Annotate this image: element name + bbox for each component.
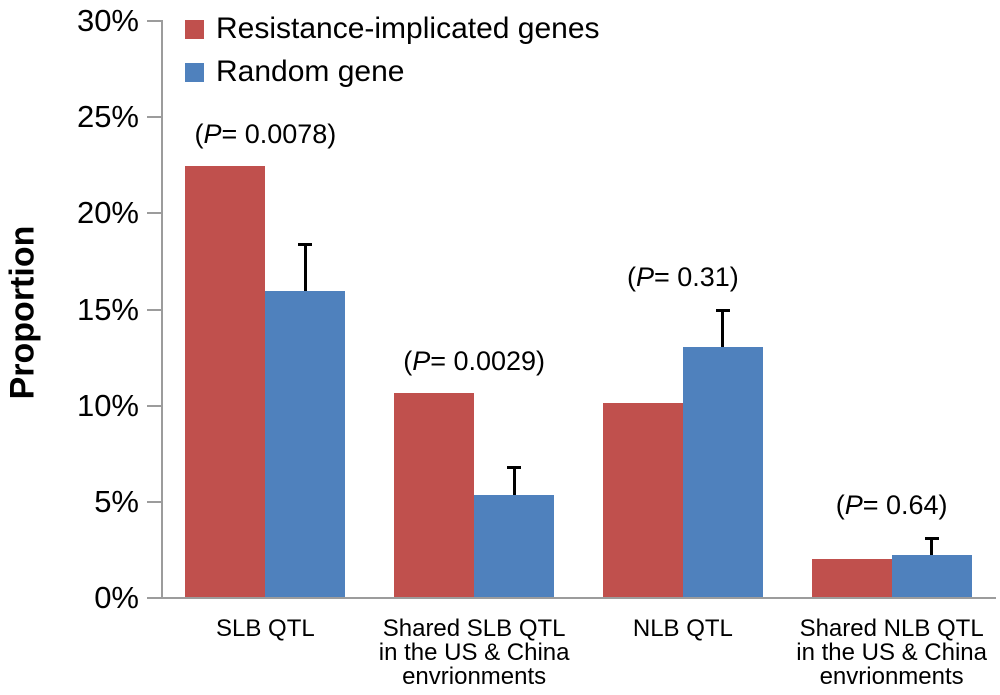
error-bar-cap <box>298 243 313 247</box>
y-tick-label: 30% <box>76 3 139 38</box>
p-value-label: (P= 0.64) <box>835 490 948 521</box>
y-axis-line <box>161 20 163 599</box>
y-tick-label: 10% <box>76 388 139 423</box>
bar-random <box>682 346 763 597</box>
bar-resistance <box>185 166 266 597</box>
y-tick-mark <box>147 597 161 599</box>
y-tick-mark <box>147 116 161 118</box>
legend-color-swatch-icon <box>185 62 204 82</box>
bar-random <box>891 554 972 597</box>
legend-item: Resistance-implicated genes <box>185 12 600 46</box>
bar-random <box>474 495 555 597</box>
y-tick-mark <box>147 20 161 22</box>
legend-label: Resistance-implicated genes <box>216 12 600 45</box>
y-tick-mark <box>147 501 161 503</box>
bar-resistance <box>602 402 683 597</box>
error-bar <box>303 243 307 292</box>
error-bar <box>721 308 725 347</box>
bar-resistance <box>811 558 892 597</box>
error-bar-cap <box>507 466 522 470</box>
legend: Resistance-implicated genes Random gene <box>185 12 600 98</box>
p-value-label: (P= 0.0078) <box>194 119 337 150</box>
error-bar-cap <box>715 308 730 312</box>
y-tick-label: 0% <box>94 580 139 615</box>
p-value-label: (P= 0.31) <box>626 261 739 292</box>
y-tick-mark <box>147 405 161 407</box>
error-bar-cap <box>924 537 939 541</box>
category-label: NLB QTL <box>632 615 733 642</box>
category-label: Shared NLB QTL in the US & China envrionme… <box>796 615 988 690</box>
y-tick-label: 5% <box>94 484 139 519</box>
bar-resistance <box>394 393 475 597</box>
x-axis-line <box>147 597 996 599</box>
y-tick-label: 15% <box>76 292 139 327</box>
legend-label: Random gene <box>216 55 405 88</box>
error-bar <box>512 466 516 496</box>
y-tick-mark <box>147 212 161 214</box>
category-label: Shared SLB QTL in the US & China envrionme… <box>378 615 570 690</box>
y-tick-label: 25% <box>76 99 139 134</box>
legend-color-swatch-icon <box>185 19 204 39</box>
y-tick-mark <box>147 309 161 311</box>
category-label: SLB QTL <box>216 615 315 642</box>
y-tick-label: 20% <box>76 195 139 230</box>
bar-random <box>265 291 346 597</box>
legend-item: Random gene <box>185 55 600 89</box>
error-bar <box>930 537 934 555</box>
p-value-label: (P= 0.0029) <box>403 346 546 377</box>
